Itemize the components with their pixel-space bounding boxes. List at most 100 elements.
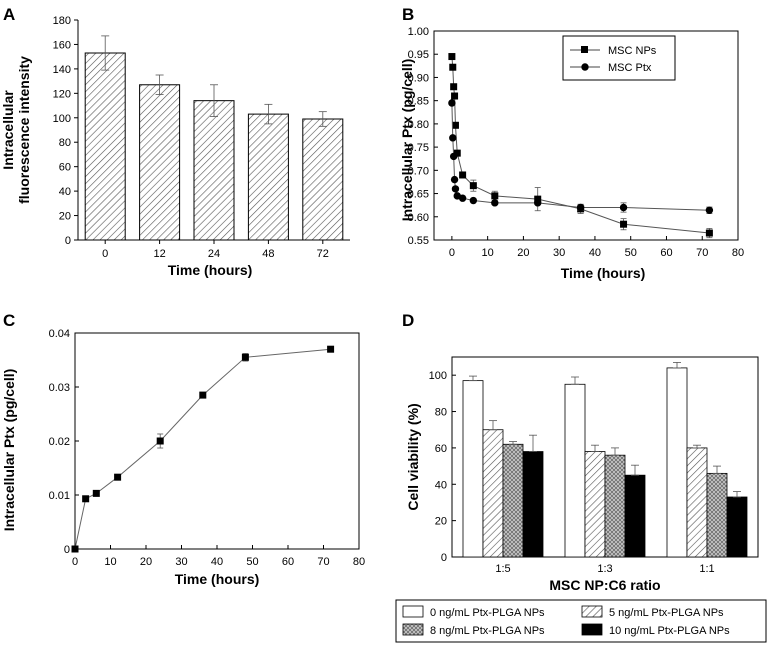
chart-b-legend-box	[562, 35, 676, 81]
chart-b-xtick-label: 20	[517, 247, 529, 259]
chart-a-bar	[193, 100, 235, 241]
chart-c: Intracellular Ptx (pg/cell) Time (hours)…	[1, 328, 365, 587]
chart-b-point-nps	[451, 121, 459, 129]
chart-b-point-ptx	[705, 206, 714, 214]
chart-d-ytick-label: 100	[429, 370, 447, 382]
chart-b-point-ptx	[458, 194, 467, 202]
chart-a-ylabel-line1: Intracellular	[0, 90, 16, 170]
chart-b-ytick-label: 0.55	[408, 235, 429, 247]
chart-a-ytick-label: 60	[59, 162, 71, 174]
chart-a-bar	[84, 52, 126, 241]
chart-d-bar	[726, 496, 748, 558]
chart-c-xtick-label: 30	[175, 556, 187, 568]
panel-label-c: C	[3, 311, 15, 330]
chart-b-xtick-label: 0	[449, 247, 455, 259]
chart-b-xtick-label: 10	[482, 247, 494, 259]
chart-b-ytick-label: 0.70	[408, 165, 429, 177]
chart-d-legend-label-1: 5 ng/mL Ptx-PLGA NPs	[609, 607, 724, 619]
chart-d-bar	[604, 454, 626, 558]
chart-a-xtick-label: 72	[317, 248, 329, 260]
chart-b-point-nps	[451, 92, 459, 100]
chart-d-bar	[706, 472, 728, 558]
chart-b-point-nps	[491, 192, 499, 200]
chart-b-point-ptx	[450, 175, 459, 184]
chart-a-xtick-label: 12	[153, 248, 165, 260]
chart-d-bar	[482, 429, 504, 558]
chart-a-ytick-label: 80	[59, 137, 71, 149]
chart-d-bar	[564, 383, 586, 558]
chart-d-legend-label-3: 10 ng/mL Ptx-PLGA NPs	[609, 625, 730, 637]
chart-d-legend-label-2: 8 ng/mL Ptx-PLGA NPs	[430, 625, 545, 637]
chart-b-point-ptx	[619, 203, 628, 212]
chart-b: Intracellular Ptx (pg/cell) Time (hours)…	[399, 26, 744, 281]
chart-b-xlabel: Time (hours)	[561, 265, 646, 281]
chart-a-ylabel-line2: fluorescence intensity	[16, 56, 32, 204]
chart-b-ylabel: Intracellular Ptx (pg/cell)	[399, 59, 415, 222]
chart-d-ytick-label: 20	[435, 516, 447, 528]
chart-d-xtick-label: 1:5	[495, 563, 510, 575]
chart-c-xtick-label: 20	[140, 556, 152, 568]
chart-a-bar	[247, 113, 289, 241]
chart-c-xtick-label: 50	[246, 556, 258, 568]
chart-c-xtick-label: 40	[211, 556, 223, 568]
chart-a-ytick-label: 120	[53, 88, 71, 100]
chart-a-bar	[139, 84, 181, 241]
chart-c-point	[327, 345, 335, 353]
chart-b-point-nps	[450, 83, 458, 91]
chart-a-ytick-label: 20	[59, 211, 71, 223]
chart-b-ytick-label: 0.75	[408, 142, 429, 154]
chart-b-point-ptx	[576, 203, 585, 212]
chart-c-xtick-label: 80	[353, 556, 365, 568]
chart-d-bar	[666, 367, 688, 558]
chart-b-point-nps	[453, 149, 461, 157]
chart-b-legend-marker-ptx	[581, 63, 589, 71]
chart-c-point	[71, 545, 79, 553]
chart-c-ytick-label: 0.04	[49, 328, 70, 340]
chart-c-ytick-label: 0	[64, 544, 70, 556]
chart-d-ytick-label: 60	[435, 443, 447, 455]
chart-b-point-nps	[448, 53, 456, 61]
panel-label-a: A	[3, 5, 15, 24]
chart-c-series-line	[74, 348, 331, 550]
chart-a-ytick-label: 40	[59, 186, 71, 198]
chart-c-point	[114, 473, 122, 481]
chart-b-frame	[433, 30, 739, 241]
chart-b-point-ptx	[449, 152, 458, 161]
chart-c-xlabel: Time (hours)	[175, 571, 260, 587]
chart-c-ytick-label: 0.02	[49, 436, 70, 448]
panel-label-d: D	[402, 311, 414, 330]
chart-b-ytick-label: 1.00	[408, 26, 429, 38]
chart-d-bar	[522, 451, 544, 558]
chart-c-xtick-label: 70	[317, 556, 329, 568]
chart-b-point-nps	[469, 182, 477, 190]
chart-c-point	[156, 437, 164, 445]
chart-b-legend-marker-nps	[581, 46, 588, 53]
chart-b-point-nps	[705, 229, 713, 237]
chart-d-bar	[624, 474, 646, 558]
chart-d-bar	[686, 447, 708, 558]
chart-b-xtick-label: 70	[696, 247, 708, 259]
chart-d-legend: 0 ng/mL Ptx-PLGA NPs 5 ng/mL Ptx-PLGA NP…	[395, 599, 767, 643]
chart-d-legend-swatch-1	[581, 605, 603, 618]
chart-b-point-ptx	[469, 196, 478, 205]
chart-c-ytick-label: 0.03	[49, 382, 70, 394]
chart-a-ytick-label: 180	[53, 15, 71, 27]
chart-d-ytick-label: 40	[435, 479, 447, 491]
panel-label-b: B	[402, 5, 414, 24]
chart-c-point	[199, 391, 207, 399]
chart-c-point	[241, 353, 249, 361]
chart-c-frame	[74, 332, 360, 550]
chart-a-ytick-label: 140	[53, 64, 71, 76]
chart-b-point-nps	[459, 171, 467, 179]
chart-b-xtick-label: 30	[553, 247, 565, 259]
chart-c-xtick-label: 60	[282, 556, 294, 568]
chart-c-ytick-label: 0.01	[49, 490, 70, 502]
chart-b-legend-label-ptx: MSC Ptx	[608, 62, 652, 74]
chart-b-point-nps	[620, 220, 628, 228]
chart-a-xtick-label: 48	[262, 248, 274, 260]
chart-b-xtick-label: 40	[589, 247, 601, 259]
chart-d-bar	[584, 451, 606, 558]
chart-d-xlabel: MSC NP:C6 ratio	[549, 577, 660, 593]
chart-d-xtick-label: 1:1	[699, 563, 714, 575]
